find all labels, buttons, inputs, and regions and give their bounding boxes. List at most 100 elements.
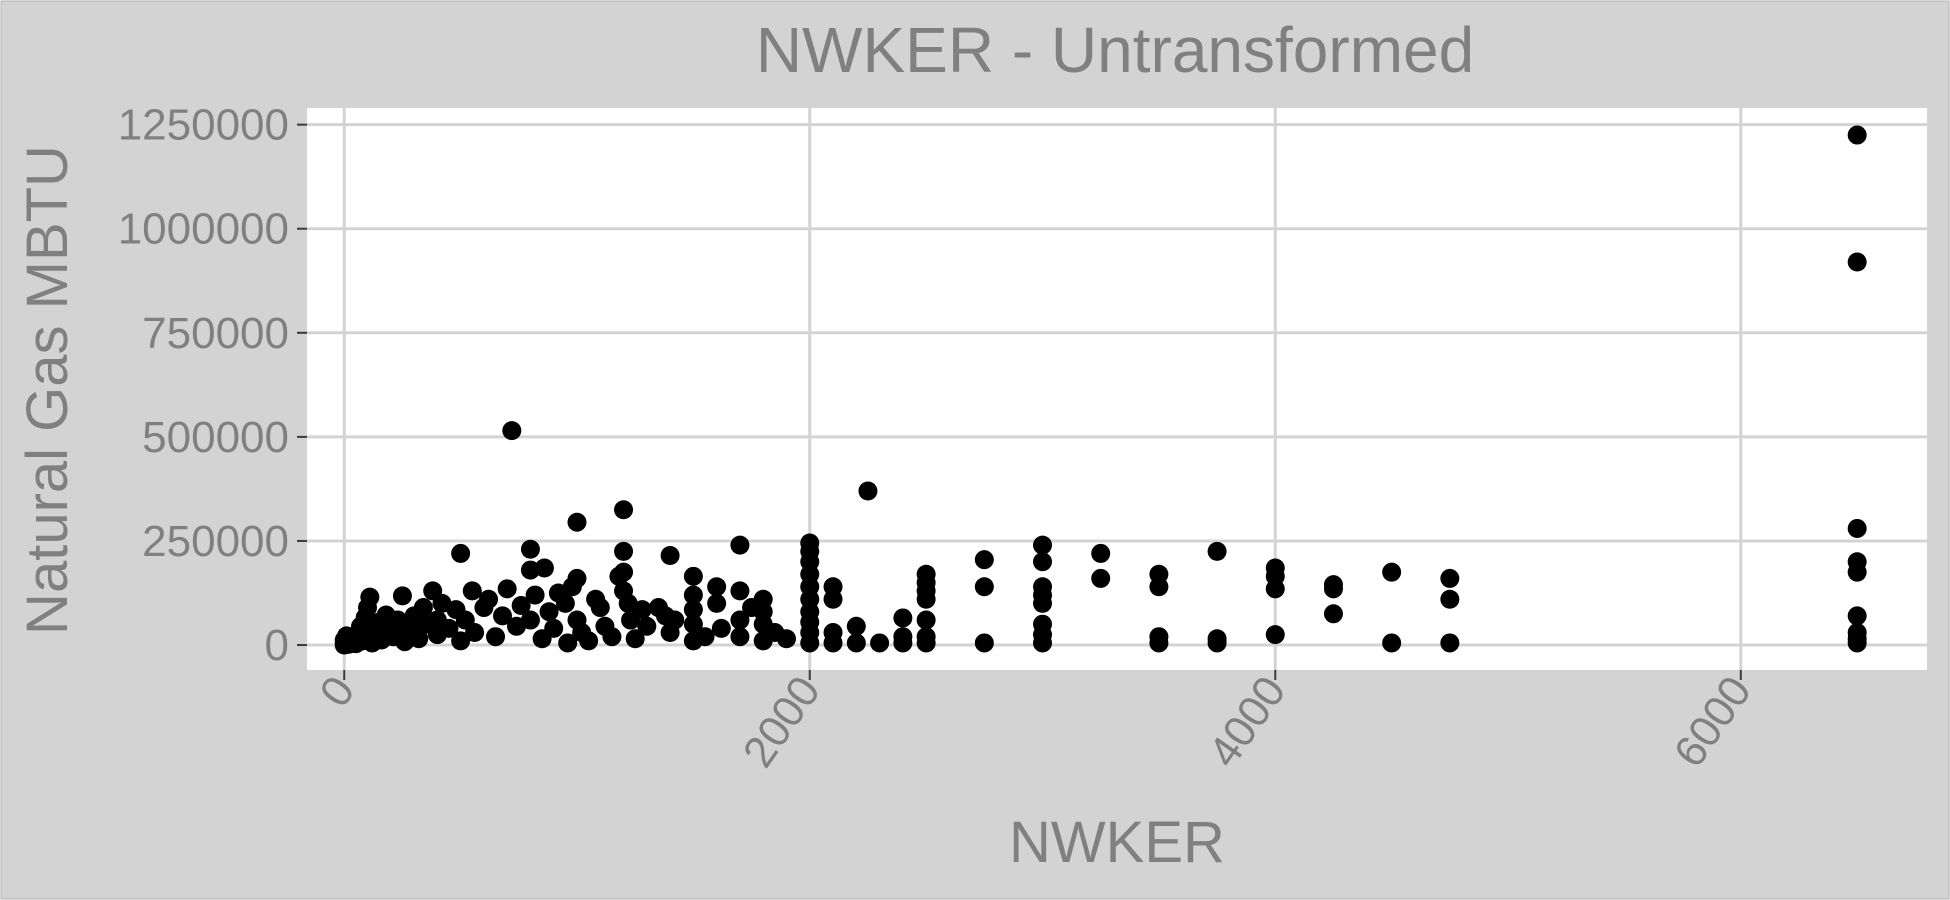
scatter-point bbox=[413, 598, 433, 618]
scatter-point bbox=[462, 581, 482, 601]
scatter-point bbox=[846, 633, 866, 653]
scatter-point bbox=[502, 421, 522, 441]
scatter-point bbox=[660, 546, 680, 566]
scatter-point bbox=[730, 627, 750, 647]
scatter-point bbox=[1382, 633, 1402, 653]
y-tick-label: 750000 bbox=[142, 309, 289, 358]
scatter-point bbox=[614, 541, 634, 561]
scatter-point bbox=[1091, 543, 1111, 563]
scatter-point bbox=[479, 589, 499, 609]
scatter-point bbox=[392, 586, 412, 606]
y-tick-label: 250000 bbox=[142, 517, 289, 566]
scatter-point bbox=[1033, 593, 1053, 613]
scatter-point bbox=[1847, 252, 1867, 272]
scatter-point bbox=[974, 577, 994, 597]
scatter-point bbox=[637, 616, 657, 636]
scatter-point bbox=[493, 606, 513, 626]
scatter-point bbox=[579, 631, 599, 651]
scatter-point bbox=[893, 633, 913, 653]
scatter-point bbox=[614, 500, 634, 520]
scatter-point bbox=[730, 581, 750, 601]
scatter-point bbox=[1323, 579, 1343, 599]
scatter-point bbox=[800, 633, 820, 653]
scatter-point bbox=[1847, 633, 1867, 653]
scatter-point bbox=[776, 629, 796, 649]
chart-title: NWKER - Untransformed bbox=[756, 14, 1474, 86]
scatter-point bbox=[730, 535, 750, 555]
scatter-point bbox=[683, 614, 703, 634]
scatter-point bbox=[465, 623, 485, 643]
scatter-point bbox=[730, 610, 750, 630]
scatter-point bbox=[1207, 541, 1227, 561]
scatter-point bbox=[451, 543, 471, 563]
scatter-point bbox=[858, 481, 878, 501]
scatter-point bbox=[974, 633, 994, 653]
scatter-point bbox=[544, 618, 564, 638]
scatter-point bbox=[625, 629, 645, 649]
y-tick-labels: 0 250000 500000 750000 1000000 1250000 bbox=[118, 101, 289, 670]
scatter-point bbox=[439, 618, 459, 638]
scatter-point bbox=[520, 560, 540, 580]
scatter-point bbox=[1033, 535, 1053, 555]
scatter-point bbox=[916, 610, 936, 630]
scatter-point bbox=[520, 610, 540, 630]
y-axis-title: Natural Gas MBTU bbox=[15, 145, 80, 635]
scatter-point bbox=[1847, 606, 1867, 626]
scatter-point bbox=[683, 600, 703, 620]
scatter-point bbox=[511, 595, 531, 615]
scatter-point bbox=[711, 618, 731, 638]
scatter-point bbox=[1033, 633, 1053, 653]
data-points bbox=[334, 125, 1867, 655]
plot-panel bbox=[307, 108, 1927, 670]
scatter-point bbox=[1847, 562, 1867, 582]
y-tick-label: 1250000 bbox=[118, 101, 289, 150]
axis-ticks bbox=[297, 123, 1742, 680]
scatter-point bbox=[602, 627, 622, 647]
scatter-point bbox=[1265, 579, 1285, 599]
scatter-point bbox=[974, 550, 994, 570]
scatter-point bbox=[567, 568, 587, 588]
scatter-point bbox=[1033, 552, 1053, 572]
scatter-point bbox=[486, 627, 506, 647]
scatter-point bbox=[360, 587, 380, 607]
scatter-point bbox=[558, 633, 578, 653]
scatter-point bbox=[1265, 625, 1285, 645]
scatter-point bbox=[916, 589, 936, 609]
y-tick-label: 1000000 bbox=[118, 205, 289, 254]
scatter-point bbox=[1440, 633, 1460, 653]
scatter-point bbox=[695, 627, 715, 647]
scatter-point bbox=[590, 598, 610, 618]
scatter-point bbox=[409, 629, 429, 649]
x-axis-title: NWKER bbox=[1009, 810, 1225, 875]
scatter-point bbox=[520, 539, 540, 559]
scatter-point bbox=[1847, 125, 1867, 145]
scatter-point bbox=[683, 585, 703, 605]
scatter-point bbox=[614, 562, 634, 582]
scatter-point bbox=[823, 589, 843, 609]
scatter-point bbox=[665, 610, 685, 630]
scatter-point bbox=[1323, 604, 1343, 624]
scatter-point bbox=[525, 585, 545, 605]
scatter-point bbox=[1207, 633, 1227, 653]
scatter-point bbox=[632, 600, 652, 620]
scatter-point bbox=[1149, 633, 1169, 653]
scatter-point bbox=[1149, 577, 1169, 597]
scatter-point bbox=[846, 616, 866, 636]
scatter-point bbox=[823, 633, 843, 653]
scatter-point bbox=[555, 593, 575, 613]
scatter-point bbox=[707, 577, 727, 597]
scatter-point bbox=[1440, 589, 1460, 609]
y-tick-label: 500000 bbox=[142, 413, 289, 462]
scatter-point bbox=[1440, 568, 1460, 588]
scatter-point bbox=[497, 579, 517, 599]
scatter-point bbox=[567, 512, 587, 532]
scatter-point bbox=[1847, 518, 1867, 538]
scatter-point bbox=[707, 593, 727, 613]
y-tick-label: 0 bbox=[265, 621, 289, 670]
scatter-point bbox=[1091, 568, 1111, 588]
scatter-point bbox=[1382, 562, 1402, 582]
scatter-point bbox=[893, 608, 913, 628]
scatter-point bbox=[534, 558, 554, 578]
scatter-point bbox=[451, 631, 471, 651]
